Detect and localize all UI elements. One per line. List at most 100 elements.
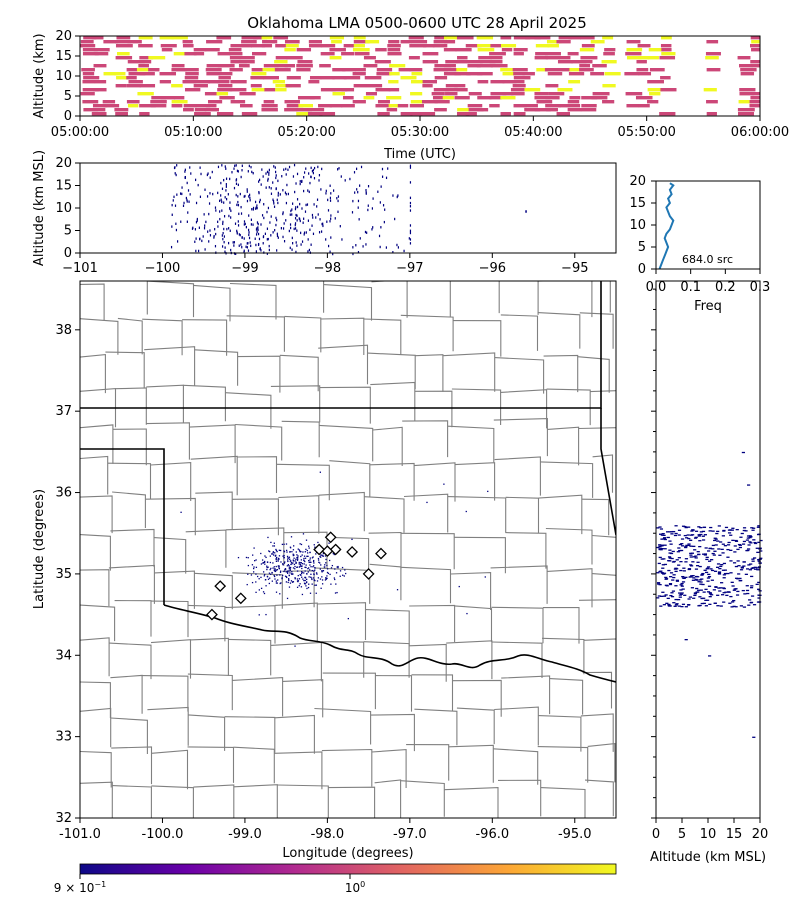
county-border-segment xyxy=(151,749,189,790)
lon-alt-point xyxy=(276,249,278,252)
alt-lat-point xyxy=(738,577,742,580)
plan-view-source xyxy=(275,569,278,571)
alt-lat-point xyxy=(736,578,740,580)
alt-lat-point xyxy=(687,537,691,540)
alt-lat-point xyxy=(671,579,675,581)
plan-view-source xyxy=(283,554,285,557)
alt-lat-point xyxy=(692,577,696,579)
plan-view-source xyxy=(304,557,307,559)
county-border-segment xyxy=(326,536,370,574)
time-height-cell xyxy=(578,60,593,64)
alt-lat-point xyxy=(685,544,689,547)
time-height-cell xyxy=(82,100,99,104)
time-height-cell xyxy=(364,76,382,80)
county-border-segment xyxy=(151,785,194,818)
plan-view-source xyxy=(288,586,291,588)
time-height-cell xyxy=(94,80,107,84)
time-height-cell xyxy=(558,104,570,108)
time-height-cell xyxy=(81,68,95,72)
time-height-cell xyxy=(422,80,438,84)
time-height-cell xyxy=(422,84,433,88)
time-height-cell xyxy=(400,76,417,80)
county-border-segment xyxy=(493,748,539,785)
alt-lat-point xyxy=(678,596,682,598)
time-height-cell xyxy=(116,36,131,40)
alt-lat-point xyxy=(741,543,746,545)
alt-lat-point xyxy=(698,596,702,598)
plan-view-source xyxy=(258,589,260,591)
alt-lat-point xyxy=(673,568,678,570)
county-border-segment xyxy=(364,496,405,533)
time-height-cell xyxy=(217,52,232,56)
lon-alt-point xyxy=(251,208,253,211)
county-border-segment xyxy=(80,318,119,355)
lon-alt-point xyxy=(333,189,335,192)
lon-alt-point xyxy=(266,210,268,214)
plan-view-source xyxy=(297,574,299,577)
plan-view-source xyxy=(292,554,294,557)
time-height-cell xyxy=(137,92,154,96)
lon-alt-point xyxy=(365,243,367,246)
time-height-cell xyxy=(490,92,507,96)
lon-alt-point xyxy=(221,187,224,190)
time-height-cell xyxy=(546,40,562,44)
lon-alt-point xyxy=(305,167,307,170)
time-height-cell xyxy=(159,72,177,76)
alt-lat-point xyxy=(669,576,673,578)
alt-lat-point xyxy=(757,525,761,527)
alt-lat-point xyxy=(699,533,703,536)
alt-lat-point xyxy=(666,597,670,600)
lon-alt-point xyxy=(320,188,322,191)
alt-lat-point xyxy=(729,549,733,552)
lon-alt-point xyxy=(183,201,185,205)
plan-view-source xyxy=(334,578,336,581)
alt-lat-point xyxy=(682,577,686,580)
lon-alt-point xyxy=(276,232,278,236)
alt-lat-point xyxy=(660,538,664,540)
alt-lat-point xyxy=(714,544,718,546)
plan-view-source xyxy=(344,569,346,571)
alt-lat-point xyxy=(736,548,740,551)
time-height-cell xyxy=(343,44,355,48)
lon-alt-point xyxy=(270,187,272,190)
lon-alt-point xyxy=(392,194,394,197)
alt-lat-point xyxy=(710,594,714,596)
alt-lat-point xyxy=(656,546,660,549)
alt-lat-point xyxy=(681,603,686,605)
time-height-cell xyxy=(263,100,275,104)
time-height-cell xyxy=(184,88,201,92)
county-border-segment xyxy=(541,637,585,675)
plan-view-source xyxy=(287,557,290,559)
county-border-segment xyxy=(80,353,106,394)
lon-alt-point xyxy=(173,195,175,199)
alt-lat-point xyxy=(748,569,752,571)
lon-alt-point xyxy=(276,234,279,238)
time-height-cell xyxy=(151,96,167,100)
time-height-cell xyxy=(375,104,392,108)
time-height-cell xyxy=(194,108,207,112)
lon-alt-point xyxy=(287,192,289,196)
time-height-cell xyxy=(468,60,483,64)
county-border-segment xyxy=(580,713,614,752)
county-border-segment xyxy=(540,787,586,818)
lon-alt-point xyxy=(397,194,399,197)
alt-lat-point xyxy=(717,548,721,550)
time-height-cell xyxy=(476,36,494,40)
alt-lat-point xyxy=(746,568,750,570)
plan-view-source xyxy=(304,551,306,553)
time-height-cell xyxy=(750,96,760,100)
plan-view-source xyxy=(264,563,266,565)
plan-view-source xyxy=(274,552,276,554)
alt-lat-point xyxy=(719,605,723,607)
lon-alt-point xyxy=(286,183,288,187)
alt-lat-point xyxy=(751,558,755,560)
alt-lat-point xyxy=(669,543,673,545)
time-height-cell xyxy=(318,104,333,108)
lon-alt-point xyxy=(310,166,312,170)
alt-lat-point xyxy=(704,547,708,549)
time-height-cell xyxy=(465,112,477,116)
time-height-cell xyxy=(601,60,617,64)
county-border-segment xyxy=(451,388,502,425)
time-height-cell xyxy=(490,44,503,48)
county-border-segment xyxy=(546,388,591,426)
